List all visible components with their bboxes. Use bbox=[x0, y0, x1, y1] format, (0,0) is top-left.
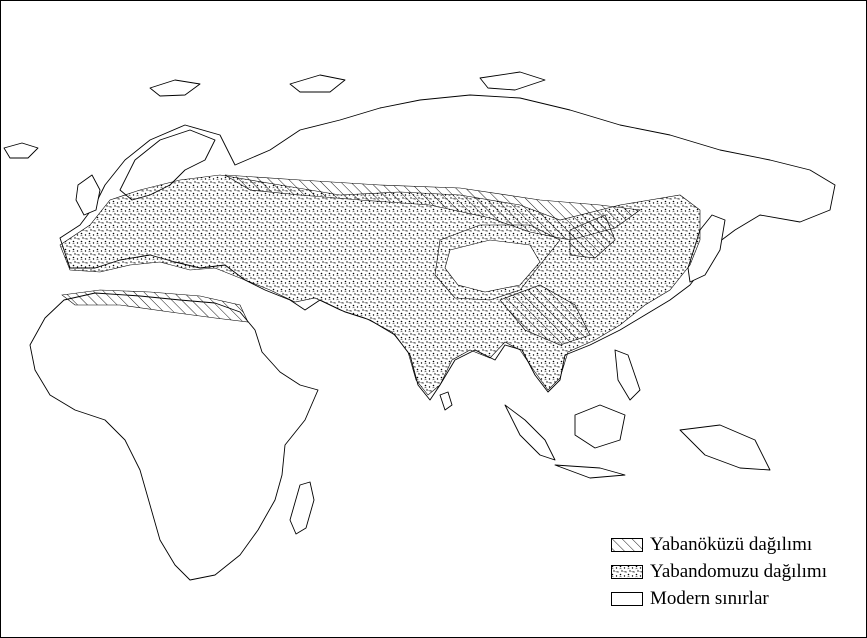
madagascar-outline bbox=[289, 481, 315, 535]
new-guinea-outline bbox=[679, 424, 771, 471]
outline-swatch-icon bbox=[611, 592, 643, 606]
hatch-swatch-icon bbox=[611, 538, 643, 552]
legend-label-wild-boar: Yabandomuzu dağılımı bbox=[650, 561, 827, 582]
sri-lanka-outline bbox=[439, 391, 453, 411]
japan-outline bbox=[687, 214, 726, 283]
arctic-island-outline bbox=[289, 74, 346, 93]
java-outline bbox=[554, 464, 626, 479]
legend-item-aurochs: Yabanöküzü dağılımı bbox=[611, 532, 861, 558]
africa-outline bbox=[29, 292, 319, 581]
sumatra-outline bbox=[504, 404, 556, 461]
aurochs-range bbox=[61, 174, 641, 346]
borneo-outline bbox=[574, 404, 626, 449]
map-legend: Yabanöküzü dağılımı Yabandomuzu dağılımı… bbox=[611, 532, 861, 613]
britain-outline bbox=[75, 174, 101, 216]
legend-item-wild-boar: Yabandomuzu dağılımı bbox=[611, 559, 861, 585]
iceland-outline bbox=[3, 142, 39, 159]
arctic-island-outline bbox=[149, 79, 201, 97]
arctic-island-outline bbox=[479, 71, 546, 91]
stipple-swatch-icon bbox=[611, 565, 643, 579]
legend-label-aurochs: Yabanöküzü dağılımı bbox=[650, 534, 813, 555]
legend-label-modern-borders: Modern sınırlar bbox=[650, 588, 769, 609]
philippines-outline bbox=[614, 349, 641, 401]
legend-item-modern-borders: Modern sınırlar bbox=[611, 586, 861, 612]
tarim-basin bbox=[444, 239, 541, 293]
